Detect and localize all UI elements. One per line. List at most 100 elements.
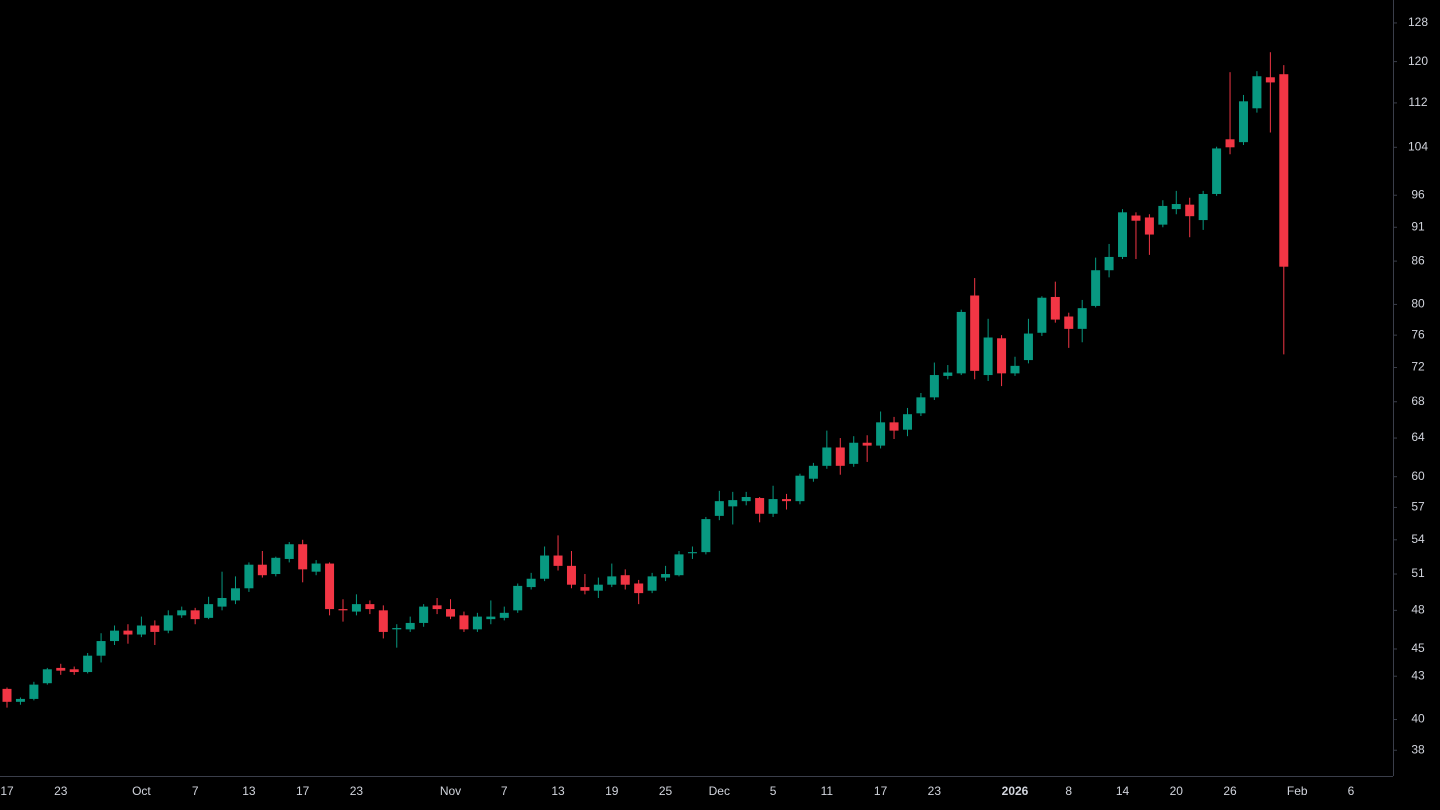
candle-body: [459, 615, 469, 630]
candle-body: [446, 609, 456, 617]
candle-body: [1037, 297, 1047, 333]
candle-body: [351, 604, 361, 612]
candle-body: [244, 564, 254, 589]
candle-body: [647, 576, 657, 591]
x-tick-label: 13: [242, 784, 256, 798]
candle-body: [580, 587, 590, 591]
candle-body: [177, 610, 187, 616]
x-tick-label: 17: [874, 784, 888, 798]
candle-body: [1104, 256, 1114, 271]
candle-body: [204, 604, 214, 618]
y-tick-label: 51: [1411, 566, 1425, 580]
candle-body: [110, 630, 120, 642]
candle-body: [593, 584, 603, 591]
candle-body: [217, 597, 227, 607]
candle-body: [1198, 193, 1208, 221]
x-tick-label: 7: [192, 784, 199, 798]
candle-body: [902, 414, 912, 430]
candle-body: [298, 544, 308, 570]
x-tick-label: Dec: [709, 784, 730, 798]
candle-body: [136, 625, 146, 635]
x-tick-label: 25: [659, 784, 673, 798]
candle-body: [1077, 308, 1087, 329]
candle-body: [1238, 101, 1248, 143]
candle-body: [956, 311, 966, 374]
x-tick-label: Oct: [132, 784, 151, 798]
y-tick-label: 48: [1411, 603, 1425, 617]
candle-body: [96, 641, 106, 656]
x-tick-label: Feb: [1287, 784, 1308, 798]
candle-body: [432, 605, 442, 610]
candle-body: [943, 372, 953, 376]
candle-body: [620, 575, 630, 585]
candle-body: [929, 375, 939, 398]
candle-body: [661, 574, 671, 578]
x-tick-label: 19: [605, 784, 619, 798]
candle-body: [56, 667, 66, 671]
candle-body: [889, 422, 899, 431]
candle-body: [338, 609, 348, 611]
y-tick-label: 43: [1411, 668, 1425, 682]
candle-body: [553, 555, 563, 566]
candle-body: [69, 669, 79, 673]
y-tick-label: 80: [1411, 297, 1425, 311]
y-tick-label: 45: [1411, 641, 1425, 655]
x-tick-label: 20: [1170, 784, 1184, 798]
x-tick-label: Nov: [440, 784, 461, 798]
candle-body: [392, 628, 402, 630]
y-tick-label: 112: [1408, 95, 1427, 109]
candle-body: [687, 552, 697, 554]
y-tick-label: 64: [1411, 430, 1425, 444]
candle-body: [472, 616, 482, 630]
y-tick-label: 128: [1408, 15, 1428, 29]
candle-body: [835, 447, 845, 466]
candle-body: [983, 337, 993, 376]
candle-body: [257, 564, 267, 576]
candle-body: [1279, 74, 1289, 267]
candle-body: [513, 585, 523, 611]
x-tick-label: 17: [296, 784, 310, 798]
candle-body: [808, 465, 818, 479]
candle-body: [2, 688, 12, 702]
candle-body: [782, 499, 792, 502]
candle-body: [540, 555, 550, 579]
x-tick-label: 2026: [1002, 784, 1029, 798]
candle-body: [1265, 77, 1275, 83]
candle-body: [526, 578, 536, 588]
candle-body: [862, 442, 872, 446]
y-tick-label: 68: [1411, 394, 1425, 408]
candle-body: [1252, 76, 1262, 109]
x-tick-label: 6: [1348, 784, 1355, 798]
y-tick-label: 54: [1411, 532, 1425, 546]
candle-body: [123, 630, 133, 635]
candle-body: [755, 498, 765, 514]
candle-body: [1158, 205, 1168, 225]
y-tick-label: 96: [1411, 187, 1425, 201]
candle-body: [1212, 148, 1222, 194]
y-tick-label: 91: [1411, 219, 1425, 233]
candle-body: [916, 397, 926, 414]
x-tick-label: 8: [1065, 784, 1072, 798]
candle-body: [230, 588, 240, 601]
candle-body: [15, 698, 25, 702]
y-tick-label: 72: [1411, 360, 1425, 374]
x-tick-label: 14: [1116, 784, 1130, 798]
candle-body: [607, 576, 617, 585]
candle-body: [378, 610, 388, 632]
candle-body: [970, 295, 980, 371]
candle-body: [1050, 296, 1060, 320]
candle-body: [325, 563, 335, 610]
candle-body: [795, 475, 805, 502]
candle-body: [674, 554, 684, 576]
candle-body: [741, 497, 751, 502]
candle-body: [29, 684, 39, 699]
x-tick-label: 13: [551, 784, 565, 798]
candle-body: [1131, 215, 1141, 221]
x-tick-label: 23: [928, 784, 942, 798]
x-tick-label: 5: [770, 784, 777, 798]
y-tick-label: 60: [1411, 469, 1425, 483]
candle-body: [150, 625, 160, 632]
